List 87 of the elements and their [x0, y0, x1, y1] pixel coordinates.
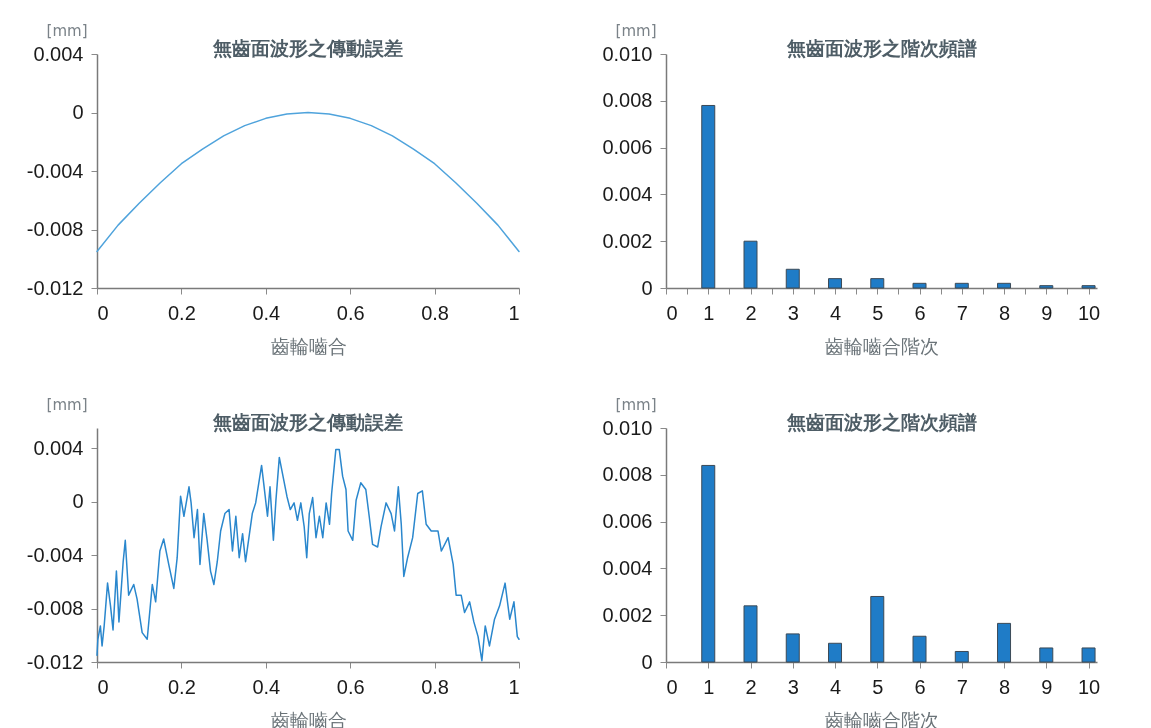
x-tick-label: 10	[1077, 301, 1101, 324]
y-tick-label: 0.006	[602, 136, 653, 159]
y-tick-label: -0.004	[26, 543, 84, 566]
x-tick-label: 0.8	[421, 675, 450, 698]
bar	[870, 595, 885, 663]
bar	[785, 268, 800, 289]
x-tick-label: 0.6	[336, 675, 365, 698]
y-tick-label: 0.004	[602, 556, 653, 579]
x-tick-label: 0.6	[336, 301, 365, 324]
x-tick-label: 0.2	[167, 301, 196, 324]
bar	[954, 650, 969, 663]
y-axis-title: [mm]	[615, 21, 657, 40]
x-tick-label: 4	[829, 675, 842, 698]
bar	[828, 642, 843, 663]
x-tick-label: 3	[787, 301, 799, 324]
x-tick-label: 4	[829, 301, 842, 324]
x-tick-label: 2	[745, 301, 757, 324]
x-axis-title: 齒輪嚙合	[270, 334, 347, 357]
y-axis-title: [mm]	[615, 395, 657, 414]
bar	[828, 278, 843, 289]
x-tick-label: 0	[666, 301, 678, 324]
y-tick-label: 0.004	[33, 42, 84, 65]
bar	[997, 622, 1012, 663]
y-tick-label: -0.012	[26, 276, 84, 299]
bar	[1081, 285, 1096, 289]
x-tick-label: 10	[1077, 675, 1101, 698]
bar	[912, 282, 927, 289]
y-tick-label: 0.004	[602, 182, 653, 205]
chart-title: 無齒面波形之階次頻譜	[785, 37, 977, 59]
x-tick-label: 5	[872, 675, 884, 698]
y-tick-label: -0.008	[26, 218, 84, 240]
y-tick-label: -0.008	[26, 597, 84, 620]
x-tick-label: 0.8	[421, 301, 450, 324]
y-tick-label: 0	[641, 650, 653, 673]
bar	[701, 104, 716, 289]
bar	[743, 240, 758, 289]
y-tick-label: 0.010	[602, 416, 653, 439]
bar	[1039, 647, 1054, 663]
x-tick-label: 1	[508, 301, 520, 324]
bar	[1081, 647, 1096, 663]
bar	[954, 282, 969, 289]
y-tick-label: 0.008	[602, 463, 653, 486]
y-tick-label: 0.010	[602, 42, 653, 65]
bar	[701, 464, 716, 663]
x-tick-label: 0.4	[252, 675, 281, 698]
x-tick-label: 0.4	[252, 301, 281, 324]
chart-title: 無齒面波形之階次頻譜	[785, 411, 977, 433]
y-tick-label: 0	[72, 490, 84, 513]
x-tick-label: 0	[97, 675, 109, 698]
x-tick-label: 8	[998, 675, 1011, 698]
y-tick-label: 0.008	[602, 89, 653, 112]
x-tick-label: 3	[787, 675, 799, 698]
bar	[1039, 285, 1054, 289]
x-tick-label: 6	[914, 301, 926, 324]
y-tick-label: 0	[72, 101, 84, 123]
line-series	[96, 111, 520, 253]
chart-title: 無齒面波形之傳動誤差	[212, 37, 403, 59]
x-tick-label: 9	[1041, 675, 1053, 698]
x-axis-title: 齒輪嚙合階次	[825, 334, 939, 357]
x-tick-label: 9	[1041, 301, 1053, 324]
y-tick-label: 0.002	[602, 603, 653, 626]
x-tick-label: 1	[508, 675, 520, 698]
y-axis-title: [mm]	[46, 395, 88, 414]
y-tick-label: 0.006	[602, 510, 653, 533]
x-tick-label: 0	[97, 301, 109, 324]
y-axis-title: [mm]	[46, 21, 88, 40]
y-tick-label: 0.004	[33, 436, 84, 459]
x-tick-label: 8	[998, 301, 1011, 324]
bar	[870, 278, 885, 289]
bar	[785, 633, 800, 663]
y-tick-label: 0.002	[602, 229, 653, 252]
x-tick-label: 2	[745, 675, 757, 698]
x-tick-label: 1	[703, 301, 715, 324]
x-tick-label: 1	[703, 675, 715, 698]
chart-title: 無齒面波形之傳動誤差	[212, 411, 403, 433]
x-tick-label: 6	[914, 675, 926, 698]
y-tick-label: -0.004	[26, 159, 84, 182]
bar	[912, 635, 927, 663]
x-tick-label: 7	[956, 675, 968, 698]
bar	[997, 282, 1012, 289]
y-tick-label: 0	[641, 276, 653, 299]
x-tick-label: 5	[872, 301, 884, 324]
x-tick-label: 0.2	[167, 675, 196, 698]
y-tick-label: -0.012	[26, 650, 84, 673]
x-tick-label: 0	[666, 675, 678, 698]
x-tick-label: 7	[956, 301, 968, 324]
bar	[743, 605, 758, 663]
